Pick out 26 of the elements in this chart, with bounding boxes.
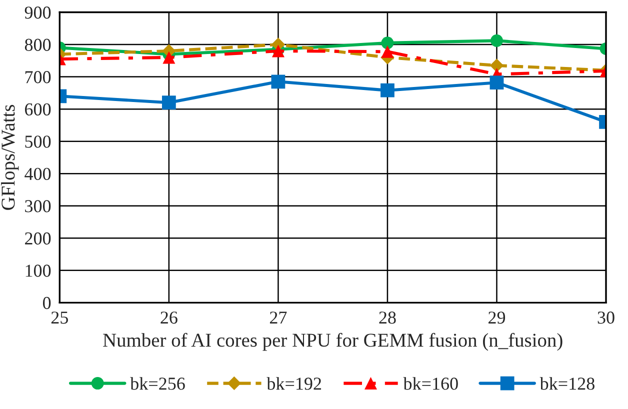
x-tick-label: 27	[270, 312, 287, 324]
x-tick-label: 25	[51, 312, 68, 324]
y-tick-label: 600	[25, 103, 51, 116]
legend-label: bk=256	[130, 377, 185, 390]
legend-label: bk=160	[403, 377, 458, 390]
y-tick-label: 500	[25, 136, 51, 148]
legend-label: bk=192	[266, 377, 322, 390]
x-axis-title: Number of AI cores per NPU for GEMM fusion (n_fusion)	[103, 332, 562, 351]
point	[381, 36, 394, 50]
x-tick-label: 30	[598, 312, 614, 324]
y-tick-label: 700	[25, 71, 51, 84]
y-tick-label: 200	[25, 232, 51, 245]
legend-label: bk=128	[540, 377, 594, 390]
y-tick-label: 800	[24, 38, 51, 51]
y-tick-label: 100	[26, 264, 51, 277]
y-axis-title: GFlops/Watts	[1, 104, 19, 210]
point	[380, 83, 394, 98]
x-tick-label: 28	[379, 312, 396, 324]
x-tick-label: 29	[488, 312, 506, 324]
point	[381, 45, 394, 58]
point	[271, 74, 286, 89]
y-tick-label: 900	[24, 6, 51, 19]
y-tick-label: 400	[24, 168, 51, 180]
x-tick-label: 26	[160, 312, 178, 324]
y-tick-label: 300	[25, 200, 51, 212]
y-tick-label: 0	[42, 296, 51, 310]
